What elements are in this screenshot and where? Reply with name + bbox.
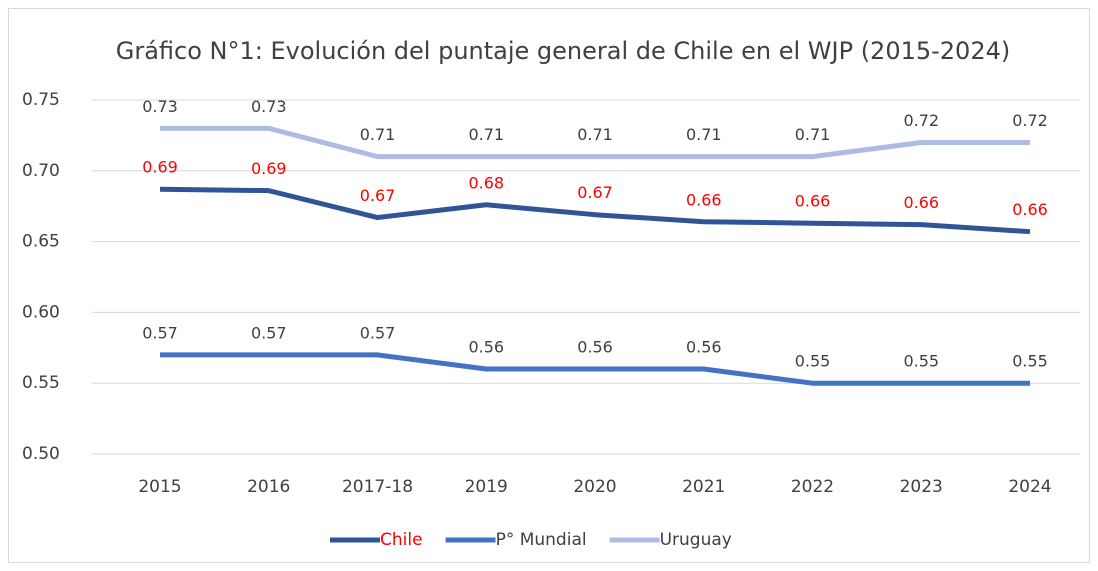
data-label: 0.57: [251, 323, 287, 342]
data-label: 0.71: [686, 125, 722, 144]
data-label: 0.66: [1012, 200, 1048, 219]
x-tick-label: 2015: [138, 477, 181, 497]
x-tick-label: 2022: [791, 477, 834, 497]
data-label: 0.71: [795, 125, 831, 144]
y-tick-label: 0.70: [22, 161, 60, 181]
line: [160, 352, 1030, 386]
x-tick-label: 2023: [900, 477, 943, 497]
y-tick-label: 0.55: [22, 373, 60, 393]
data-label: 0.72: [903, 111, 939, 130]
legend-label: Chile: [380, 530, 423, 550]
x-tick-label: 2016: [247, 477, 290, 497]
data-label: 0.56: [468, 338, 504, 357]
data-label: 0.68: [468, 173, 504, 192]
line: [160, 125, 1030, 160]
data-label: 0.56: [577, 338, 613, 357]
chart-border: [8, 8, 1090, 563]
data-label: 0.73: [142, 97, 178, 116]
data-label: 0.55: [1012, 352, 1048, 371]
data-label: 0.57: [142, 323, 178, 342]
data-label: 0.71: [468, 125, 504, 144]
data-label: 0.71: [577, 125, 613, 144]
data-label: 0.71: [360, 125, 396, 144]
legend-label: Uruguay: [660, 530, 732, 550]
line: [159, 186, 1031, 235]
x-tick-label: 2019: [465, 477, 508, 497]
data-label: 0.73: [251, 97, 287, 116]
data-label: 0.66: [795, 192, 831, 211]
y-tick-label: 0.50: [22, 444, 60, 464]
x-tick-label: 2024: [1008, 477, 1051, 497]
data-label: 0.66: [903, 193, 939, 212]
data-label: 0.67: [360, 186, 396, 205]
data-label: 0.66: [686, 190, 722, 209]
x-tick-label: 2017-18: [342, 477, 413, 497]
legend-label: P° Mundial: [496, 530, 587, 550]
data-label: 0.72: [1012, 111, 1048, 130]
data-label: 0.55: [795, 352, 831, 371]
chart-title: Gráfico N°1: Evolución del puntaje gener…: [116, 37, 1010, 65]
data-label: 0.56: [686, 338, 722, 357]
x-tick-label: 2021: [682, 477, 725, 497]
data-label: 0.55: [903, 352, 939, 371]
data-label: 0.57: [360, 323, 396, 342]
data-label: 0.69: [251, 159, 287, 178]
data-label: 0.69: [142, 158, 178, 177]
data-label: 0.67: [577, 183, 613, 202]
y-tick-label: 0.75: [22, 90, 60, 110]
y-tick-label: 0.65: [22, 232, 60, 252]
x-tick-label: 2020: [573, 477, 616, 497]
y-tick-label: 0.60: [22, 302, 60, 322]
